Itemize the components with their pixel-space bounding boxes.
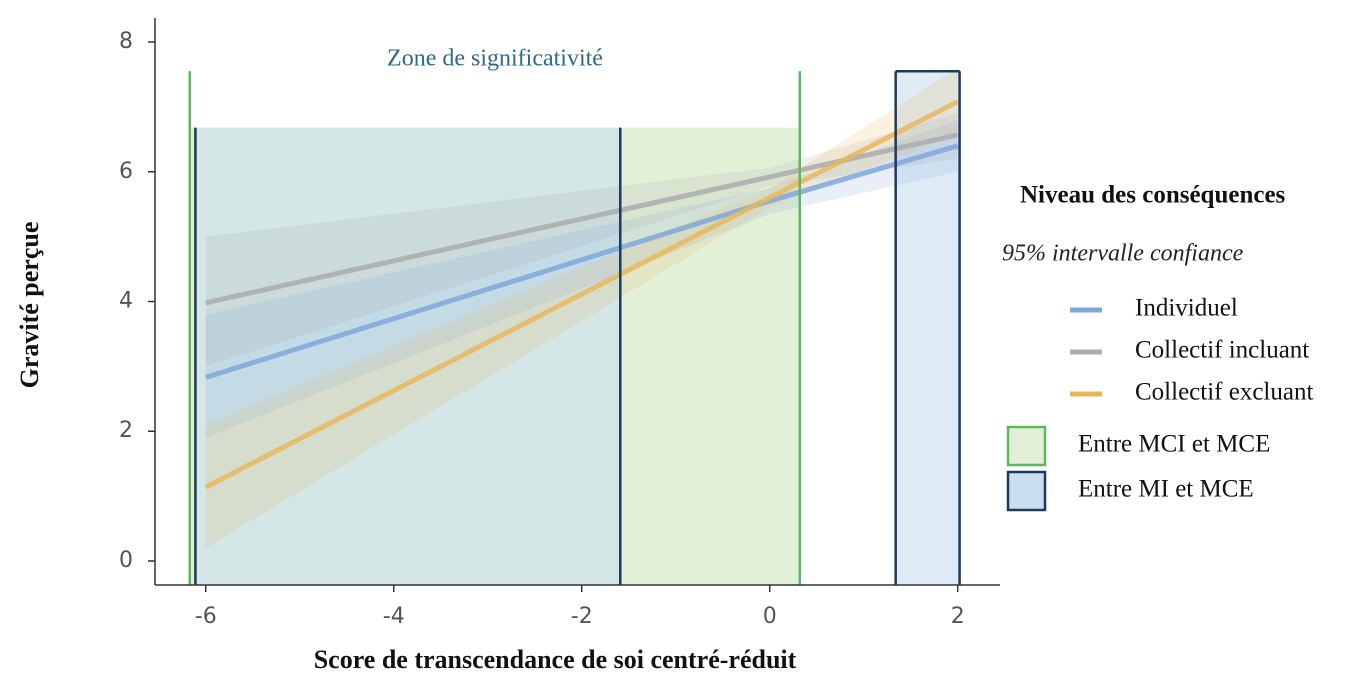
x-tick-label: 0 <box>763 604 777 629</box>
legend-subtitle: 95% intervalle confiance <box>1002 241 1244 267</box>
y-axis-label: Gravité perçue <box>15 222 44 389</box>
legend-label: Individuel <box>1135 295 1238 322</box>
y-tick-label: 0 <box>119 548 133 573</box>
y-tick-label: 4 <box>119 289 133 314</box>
x-tick-label: -6 <box>195 604 217 629</box>
annotation: Zone de significativité <box>387 46 603 72</box>
legend-label: Collectif excluant <box>1135 379 1313 406</box>
y-tick-label: 8 <box>119 29 133 54</box>
x-tick-label: 2 <box>951 604 965 629</box>
x-tick-label: -4 <box>383 604 405 629</box>
y-tick-label: 6 <box>119 159 133 184</box>
legend-label: Entre MI et MCE <box>1078 476 1254 503</box>
y-tick-label: 2 <box>119 418 133 443</box>
legend-label: Collectif incluant <box>1135 337 1309 364</box>
legend-swatch <box>1006 470 1047 512</box>
x-tick-label: -2 <box>571 604 593 629</box>
legend-title: Niveau des conséquences <box>1020 182 1286 209</box>
ci-band <box>205 67 958 549</box>
legend-swatch <box>1006 425 1047 467</box>
legend-label: Entre MCI et MCE <box>1078 431 1270 458</box>
x-axis-label: Score de transcendance de soi centré-réd… <box>314 645 797 674</box>
